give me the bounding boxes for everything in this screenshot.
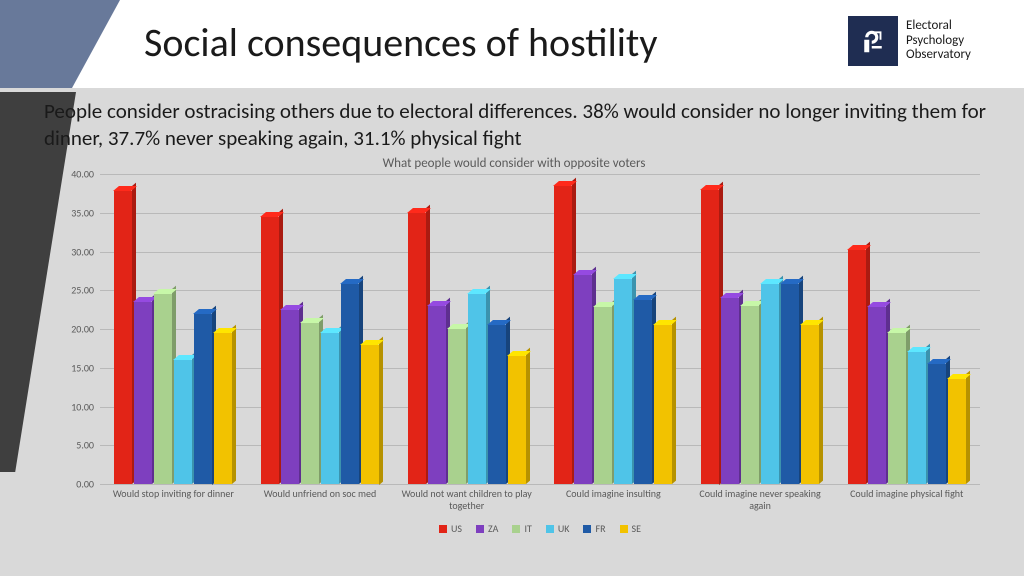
bar bbox=[341, 174, 359, 484]
bar bbox=[888, 174, 906, 484]
y-tick-label: 0.00 bbox=[54, 478, 94, 491]
bar bbox=[174, 174, 192, 484]
bar-group bbox=[540, 174, 687, 484]
brand-line2: Psychology bbox=[906, 34, 971, 49]
x-tick-label: Would unfriend on soc med bbox=[247, 488, 394, 512]
bar-group bbox=[393, 174, 540, 484]
y-tick-label: 40.00 bbox=[54, 168, 94, 181]
bar-group bbox=[100, 174, 247, 484]
legend-swatch bbox=[620, 525, 628, 533]
plot-area: 0.005.0010.0015.0020.0025.0030.0035.0040… bbox=[100, 174, 980, 484]
bar bbox=[488, 174, 506, 484]
bar bbox=[654, 174, 672, 484]
y-tick-label: 10.00 bbox=[54, 400, 94, 413]
bar bbox=[448, 174, 466, 484]
bar-group bbox=[247, 174, 394, 484]
legend-swatch bbox=[439, 525, 447, 533]
y-tick-label: 30.00 bbox=[54, 245, 94, 258]
bar bbox=[214, 174, 232, 484]
slide: Social consequences of hostility Elector… bbox=[0, 0, 1024, 576]
legend-item: UK bbox=[546, 522, 570, 535]
bar bbox=[721, 174, 739, 484]
bar bbox=[361, 174, 379, 484]
legend-swatch bbox=[583, 525, 591, 533]
legend-item: SE bbox=[620, 522, 641, 535]
legend-item: ZA bbox=[476, 522, 498, 535]
x-tick-label: Could imagine never speaking again bbox=[687, 488, 834, 512]
bar bbox=[594, 174, 612, 484]
legend-item: IT bbox=[512, 522, 531, 535]
bar bbox=[634, 174, 652, 484]
brand-text: Electoral Psychology Observatory bbox=[906, 19, 971, 64]
legend-item: FR bbox=[583, 522, 605, 535]
legend: US ZA IT UK FR SE bbox=[100, 522, 980, 535]
legend-label: IT bbox=[524, 522, 531, 535]
bar bbox=[301, 174, 319, 484]
bar bbox=[554, 174, 572, 484]
gridline bbox=[100, 484, 980, 485]
chart: 0.005.0010.0015.0020.0025.0030.0035.0040… bbox=[54, 174, 994, 534]
brand-badge bbox=[848, 16, 898, 66]
slide-title: Social consequences of hostility bbox=[144, 18, 657, 67]
bar bbox=[321, 174, 339, 484]
legend-label: SE bbox=[632, 522, 641, 535]
y-tick-label: 25.00 bbox=[54, 284, 94, 297]
bar-group bbox=[833, 174, 980, 484]
x-tick-label: Would not want children to play together bbox=[393, 488, 540, 512]
bar bbox=[408, 174, 426, 484]
bar bbox=[761, 174, 779, 484]
bar bbox=[801, 174, 819, 484]
y-tick-label: 5.00 bbox=[54, 439, 94, 452]
bar bbox=[908, 174, 926, 484]
bar bbox=[868, 174, 886, 484]
bar bbox=[468, 174, 486, 484]
bar bbox=[114, 174, 132, 484]
legend-label: UK bbox=[558, 522, 570, 535]
legend-item: US bbox=[439, 522, 462, 535]
bar bbox=[928, 174, 946, 484]
legend-swatch bbox=[546, 525, 554, 533]
x-tick-label: Would stop inviting for dinner bbox=[100, 488, 247, 512]
y-tick-label: 20.00 bbox=[54, 323, 94, 336]
brand-line3: Observatory bbox=[906, 48, 971, 63]
bar bbox=[614, 174, 632, 484]
bar bbox=[574, 174, 592, 484]
bar bbox=[948, 174, 966, 484]
bar bbox=[781, 174, 799, 484]
bar bbox=[134, 174, 152, 484]
slide-subtitle: People consider ostracising others due t… bbox=[44, 98, 1004, 153]
y-tick-label: 35.00 bbox=[54, 206, 94, 219]
legend-label: US bbox=[451, 522, 462, 535]
bar bbox=[281, 174, 299, 484]
x-tick-label: Could imagine physical fight bbox=[833, 488, 980, 512]
ballot-question-icon bbox=[858, 26, 888, 56]
bar bbox=[154, 174, 172, 484]
brand-line1: Electoral bbox=[906, 19, 971, 34]
bar bbox=[848, 174, 866, 484]
legend-label: ZA bbox=[488, 522, 498, 535]
bar bbox=[741, 174, 759, 484]
x-axis-labels: Would stop inviting for dinnerWould unfr… bbox=[100, 488, 980, 512]
x-tick-label: Could imagine insulting bbox=[540, 488, 687, 512]
bar bbox=[701, 174, 719, 484]
y-tick-label: 15.00 bbox=[54, 361, 94, 374]
brand-logo: Electoral Psychology Observatory bbox=[848, 12, 1008, 70]
bar bbox=[428, 174, 446, 484]
chart-title: What people would consider with opposite… bbox=[44, 156, 984, 171]
legend-label: FR bbox=[595, 522, 605, 535]
legend-swatch bbox=[512, 525, 520, 533]
legend-swatch bbox=[476, 525, 484, 533]
bar bbox=[194, 174, 212, 484]
bar bbox=[261, 174, 279, 484]
bar-group bbox=[687, 174, 834, 484]
bar-groups bbox=[100, 174, 980, 484]
bar bbox=[508, 174, 526, 484]
